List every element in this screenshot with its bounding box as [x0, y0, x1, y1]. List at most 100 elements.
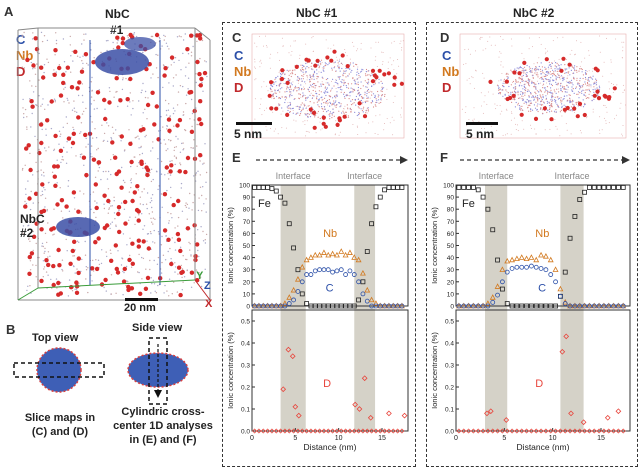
matrix-atom: [511, 45, 513, 47]
matrix-atom: [402, 40, 404, 42]
slice-atom: [365, 68, 368, 71]
matrix-atom: [201, 39, 204, 42]
matrix-atom: [120, 140, 122, 142]
slice-atom: [355, 95, 357, 98]
matrix-atom: [23, 67, 26, 69]
slice-atom: [295, 113, 297, 115]
matrix-atom: [496, 104, 498, 106]
scalebar-c-label: 5 nm: [234, 127, 263, 141]
matrix-atom: [174, 271, 176, 273]
c-point: [620, 303, 626, 309]
matrix-atom: [53, 148, 56, 150]
slice-atom: [363, 97, 365, 99]
matrix-atom: [204, 242, 207, 244]
nbc2-name: NbC: [20, 212, 45, 226]
c-point: [591, 303, 597, 309]
slice-atom: [571, 101, 573, 103]
slice-atom: [288, 79, 290, 82]
arrow-right-icon: [622, 156, 630, 164]
slice-atom: [374, 94, 376, 96]
d-point: [308, 428, 314, 434]
d-atom: [183, 169, 188, 175]
matrix-atom: [539, 94, 541, 96]
slice-atom: [284, 96, 286, 98]
scalebar-d-label: 5 nm: [466, 127, 495, 141]
d-point: [514, 428, 520, 434]
slice-atom: [578, 70, 580, 72]
matrix-atom: [481, 128, 483, 129]
slice-atom: [561, 105, 563, 107]
slice-atom: [357, 90, 359, 92]
slice-atom: [290, 75, 292, 78]
matrix-atom: [469, 83, 471, 85]
matrix-atom: [93, 211, 95, 214]
matrix-atom: [56, 287, 58, 289]
slice-atom: [533, 98, 535, 100]
slice-atom: [289, 86, 291, 89]
fe-point: [299, 291, 305, 297]
slice-atom: [331, 67, 333, 69]
d-atom: [321, 121, 326, 126]
d-atom: [308, 107, 313, 112]
d-point: [278, 428, 284, 434]
slice-atom: [327, 109, 329, 112]
slice-atom: [366, 74, 368, 76]
d-atom: [195, 59, 200, 65]
slice-atom: [560, 89, 562, 91]
matrix-atom: [141, 89, 143, 92]
slice-atom: [367, 78, 369, 80]
matrix-atom: [199, 276, 202, 278]
matrix-atom: [260, 98, 262, 100]
slice-atom: [300, 111, 302, 113]
slice-atom: [292, 107, 294, 109]
slice-atom: [277, 75, 279, 77]
matrix-atom: [106, 255, 108, 258]
matrix-atom: [530, 124, 531, 126]
x-tick-label: 15: [597, 435, 605, 442]
d-atom: [83, 52, 89, 57]
matrix-atom: [500, 36, 502, 38]
matrix-atom: [515, 123, 517, 125]
matrix-atom: [401, 47, 403, 49]
slice-atom: [365, 110, 367, 112]
slice-atom: [288, 89, 291, 91]
d-point: [586, 428, 592, 434]
matrix-atom: [146, 192, 149, 194]
d-atom: [74, 280, 79, 285]
y-tick-label: 0.0: [241, 429, 250, 436]
slice-atom: [371, 94, 373, 96]
matrix-atom: [372, 121, 374, 123]
matrix-atom: [306, 120, 308, 122]
slice-atom: [578, 100, 580, 103]
slice-atom: [360, 71, 362, 73]
nb-point: [557, 285, 564, 292]
slice-atom: [345, 95, 347, 97]
slice-atom: [362, 111, 364, 113]
slice-atom: [530, 102, 532, 104]
c-point: [524, 264, 529, 270]
matrix-atom: [515, 129, 517, 130]
d-atom: [178, 292, 183, 298]
matrix-atom: [173, 125, 175, 127]
d-atom: [52, 164, 57, 169]
matrix-atom: [552, 40, 554, 42]
matrix-atom: [295, 120, 297, 122]
c-point: [533, 264, 539, 270]
matrix-atom: [473, 107, 475, 109]
d-atom: [53, 48, 58, 53]
slice-atom: [555, 62, 557, 64]
slice-atom: [344, 72, 346, 74]
slice-atom: [354, 79, 356, 81]
slice-atom: [328, 62, 330, 64]
d-atom: [169, 261, 174, 267]
matrix-atom: [85, 146, 87, 148]
matrix-atom: [133, 32, 136, 34]
fe-point: [567, 235, 573, 241]
fe-point: [377, 194, 383, 200]
slice-atom: [584, 81, 586, 83]
matrix-atom: [531, 69, 533, 71]
matrix-atom: [36, 63, 38, 65]
d-atom: [198, 83, 203, 88]
slice-atom: [542, 112, 544, 114]
matrix-atom: [610, 59, 612, 61]
